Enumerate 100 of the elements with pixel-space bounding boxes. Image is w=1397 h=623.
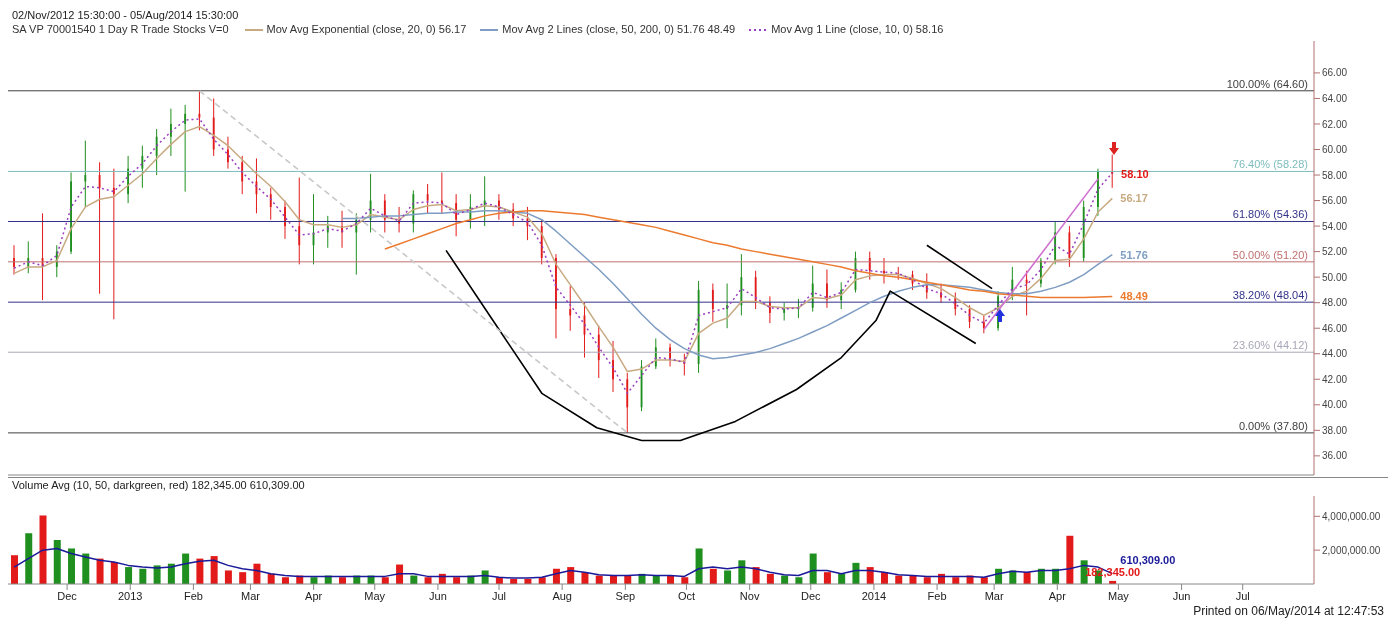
candlestick — [711, 283, 714, 323]
y-tick-label: 58.00 — [1322, 169, 1348, 181]
y-tick-label: 46.00 — [1322, 322, 1348, 334]
candlestick — [13, 244, 15, 276]
candlestick — [868, 251, 871, 281]
y-tick-label: 54.00 — [1322, 220, 1348, 232]
candlestick — [555, 253, 557, 339]
bar — [53, 540, 61, 584]
ref-line-label: 76.40% (58.28) — [1232, 158, 1308, 171]
y-tick-label: 40.00 — [1322, 399, 1348, 411]
y-tick-label: 42.00 — [1322, 373, 1348, 385]
y-tick-label: 2,000,000.00 — [1322, 544, 1381, 556]
candlestick — [1025, 270, 1028, 316]
candlestick — [184, 104, 187, 193]
ref-line-label: 0.00% (37.80) — [1238, 419, 1308, 432]
x-tick-label: Mar — [240, 589, 261, 602]
x-tick-label: Oct — [677, 589, 696, 602]
bar — [110, 562, 118, 584]
x-tick-label: Feb — [927, 589, 947, 602]
x-tick-label: 2014 — [861, 589, 887, 602]
y-tick-label: 48.00 — [1322, 297, 1348, 309]
y-tick-label: 4,000,000.00 — [1322, 510, 1381, 522]
ref-line-label: 23.60% (44.12) — [1232, 339, 1308, 352]
chart-title: Volume Avg (10, 50, darkgreen, red) 182,345.00 610,309.00 — [11, 478, 306, 492]
chart-title: 02/Nov/2012 15:30:00 - 05/Aug/2014 15:30:00 — [11, 8, 240, 22]
bar — [709, 568, 717, 584]
x-tick-label: May — [364, 589, 386, 602]
y-tick-label: 60.00 — [1322, 144, 1348, 156]
candlestick — [269, 187, 272, 221]
x-tick-label: Dec — [800, 589, 822, 602]
bar — [10, 555, 18, 584]
x-tick-label: Jun — [429, 589, 447, 602]
legend-label: Mov Avg 1 Line (close, 10, 0) 58.16 — [771, 22, 944, 37]
candlestick — [940, 283, 942, 304]
x-tick-label: May — [1108, 589, 1130, 602]
candlestick — [383, 193, 386, 233]
y-tick-label: 50.00 — [1322, 271, 1348, 283]
data-label: 51.76 — [1120, 248, 1148, 261]
ref-line-label: 100.00% (64.60) — [1226, 77, 1308, 90]
bar — [239, 572, 247, 584]
y-tick-label: 56.00 — [1322, 195, 1348, 207]
x-tick-label: Dec — [57, 589, 78, 602]
x-tick-label: Apr — [1048, 589, 1067, 602]
bar — [182, 553, 190, 584]
bar — [224, 570, 232, 584]
x-tick-label: Nov — [739, 589, 760, 602]
bar — [210, 556, 218, 584]
chart-subtitle: SA VP 70001540 1 Day R Trade Stocks V=0 — [12, 22, 229, 37]
candlestick — [70, 171, 72, 255]
candlestick — [768, 295, 771, 324]
x-tick-label: Jul — [491, 589, 507, 602]
y-tick-label: 62.00 — [1322, 118, 1348, 130]
candlestick — [141, 145, 144, 189]
candlestick — [227, 136, 229, 170]
ref-line-label: 61.80% (54.36) — [1232, 208, 1308, 221]
candlestick — [1039, 257, 1042, 288]
candlestick — [127, 155, 130, 204]
legend-label: Mov Avg 2 Lines (close, 50, 200, 0) 51.76 48.49 — [502, 22, 736, 37]
x-tick-label: Apr — [305, 589, 323, 602]
candlestick — [298, 177, 301, 265]
candlestick — [155, 128, 158, 176]
x-tick-label: Jun — [1172, 589, 1191, 602]
candlestick — [169, 108, 172, 157]
candlestick — [569, 285, 572, 332]
bar — [724, 570, 732, 584]
x-tick-label: Aug — [552, 589, 572, 602]
x-tick-label: Feb — [183, 589, 203, 602]
text: Printed on 06/May/2014 at 12:47:53 — [1192, 604, 1385, 620]
candlestick — [241, 155, 244, 195]
ref-line-label: 50.00% (51.20) — [1232, 248, 1308, 261]
bar — [125, 567, 133, 584]
data-label: 48.49 — [1120, 290, 1148, 303]
bar — [68, 548, 76, 584]
candlestick — [1097, 168, 1099, 217]
candlestick — [455, 193, 458, 237]
y-tick-label: 44.00 — [1322, 348, 1348, 360]
text: 58.10 — [1121, 167, 1149, 180]
x-tick-label: 2013 — [118, 589, 143, 602]
y-tick-label: 64.00 — [1322, 92, 1348, 104]
data-label: 610,309.00 — [1120, 553, 1176, 566]
y-tick-label: 52.00 — [1322, 246, 1348, 258]
y-tick-label: 36.00 — [1322, 450, 1348, 462]
x-tick-label: Sep — [615, 589, 636, 602]
line-series — [445, 249, 977, 442]
bar — [695, 548, 703, 584]
candlestick — [284, 200, 286, 240]
bar — [823, 572, 831, 584]
y-tick-label: 38.00 — [1322, 424, 1348, 436]
candlestick — [954, 291, 957, 316]
x-tick-label: Mar — [984, 589, 1004, 602]
candlestick — [426, 183, 429, 214]
legend-label: Mov Avg Exponential (close, 20, 0) 56.17 — [266, 22, 467, 37]
bar — [39, 515, 47, 584]
candlestick — [826, 268, 828, 309]
y-tick-label: 66.00 — [1322, 67, 1348, 79]
x-tick-label: Jul — [1235, 589, 1250, 602]
candlestick — [612, 340, 614, 393]
candlestick — [84, 140, 87, 208]
candlestick — [112, 168, 115, 320]
ref-line-label: 38.20% (48.04) — [1232, 289, 1308, 302]
